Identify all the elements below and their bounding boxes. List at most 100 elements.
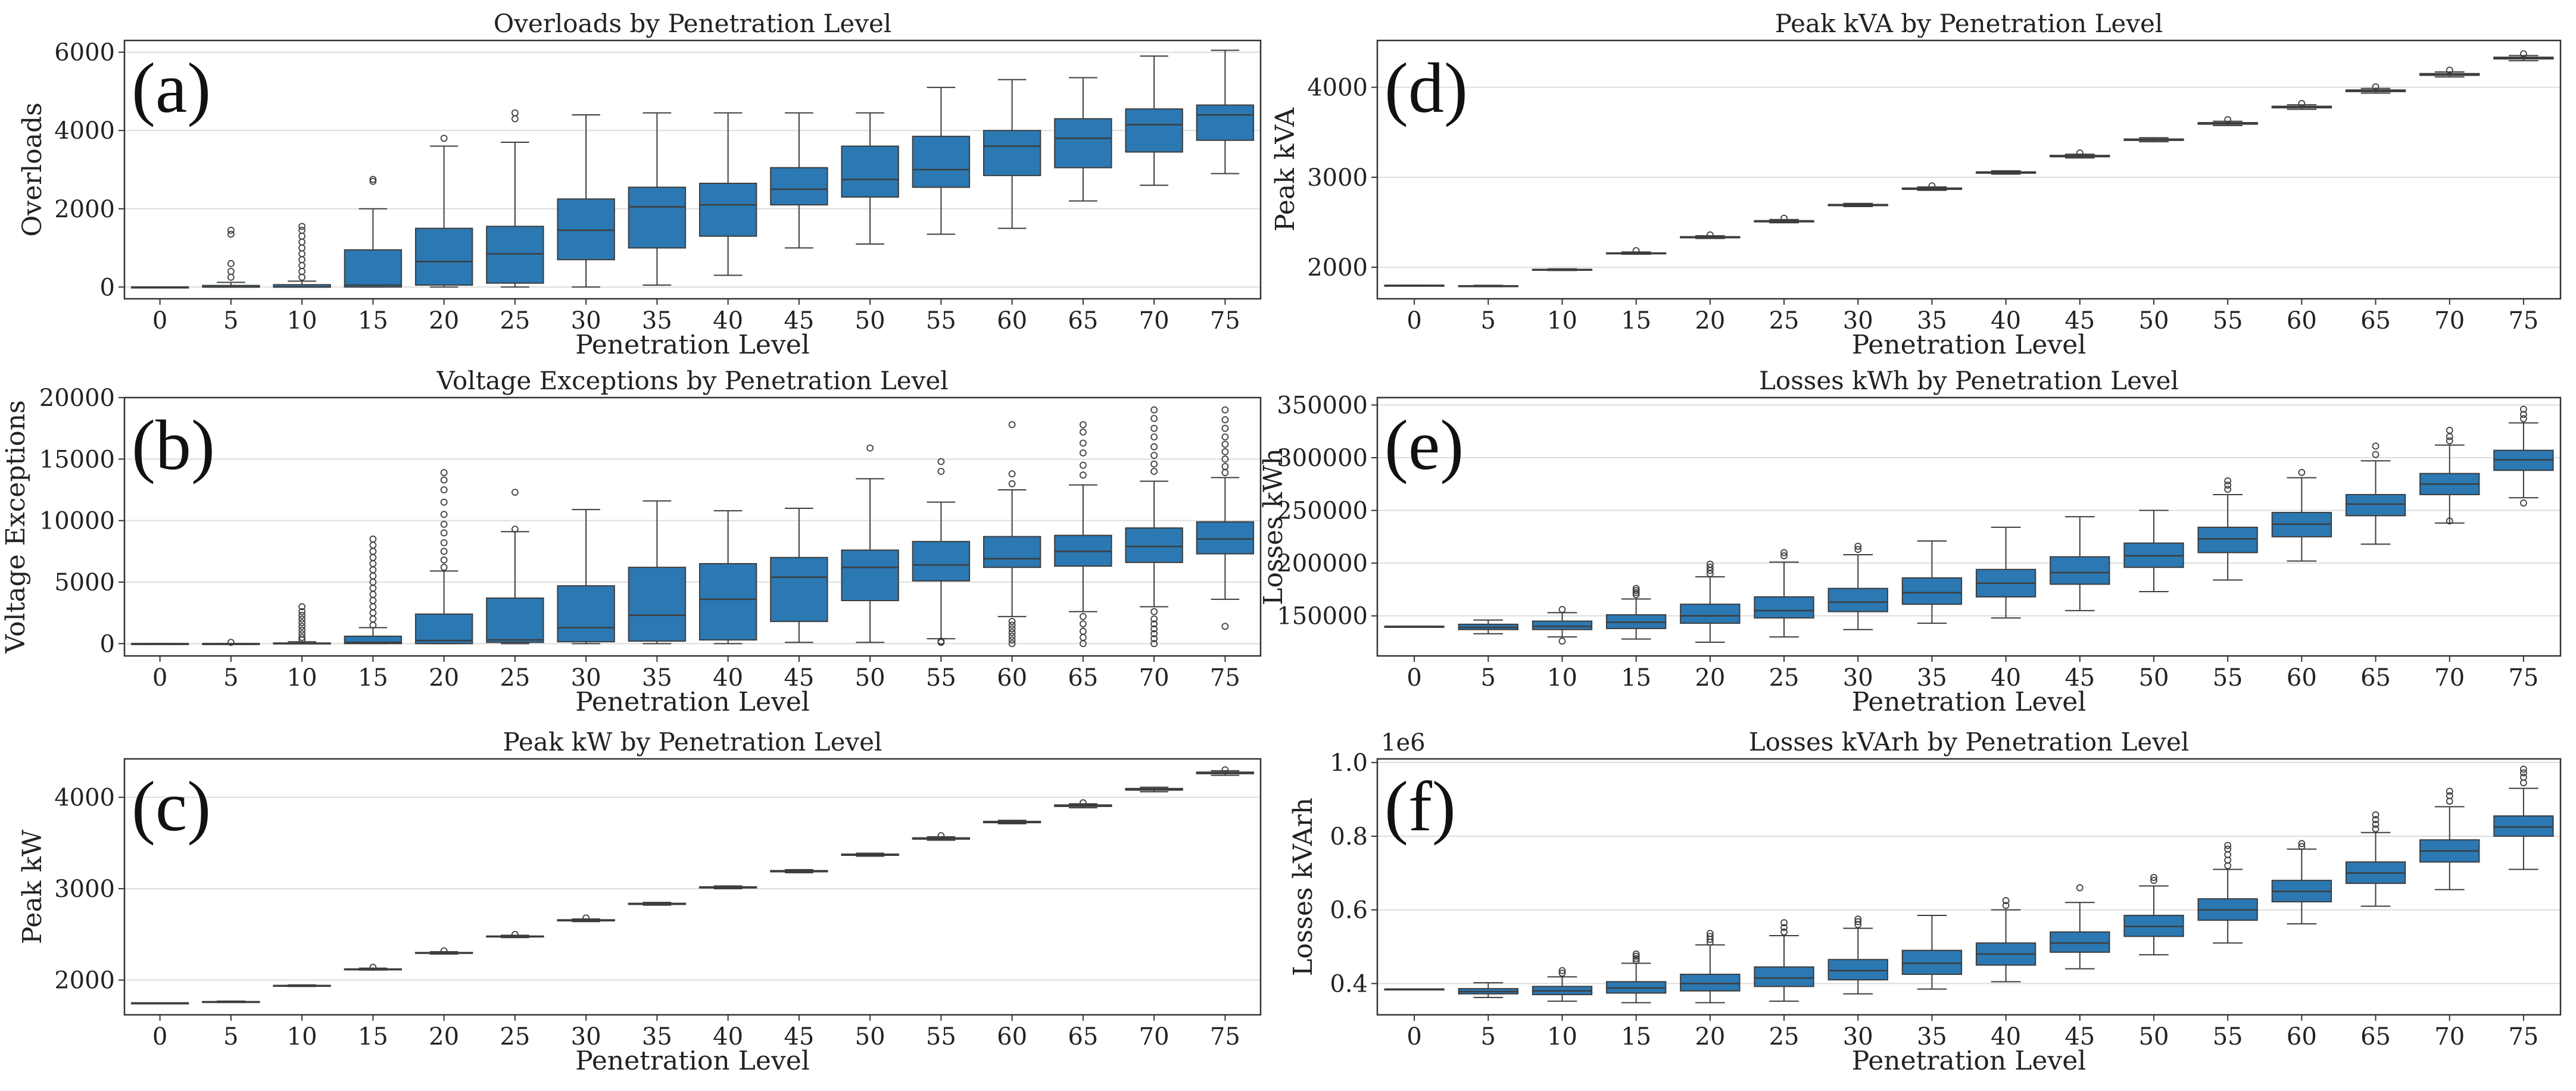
outlier-point <box>1079 612 1087 620</box>
outlier-point <box>1854 918 1862 926</box>
iqr-box <box>1196 521 1255 555</box>
box-55 <box>912 458 971 646</box>
outlier-point <box>1150 443 1158 451</box>
y-axis-label: Losses kVArh <box>1288 798 1318 976</box>
outlier-point <box>298 227 306 234</box>
outlier-point <box>1079 799 1087 806</box>
outlier-point <box>1632 957 1640 964</box>
outlier-point <box>2446 517 2453 525</box>
box-40 <box>698 885 757 890</box>
box-70 <box>1125 406 1183 648</box>
box-35 <box>1901 914 1963 990</box>
outlier-point <box>1008 621 1016 629</box>
outlier-point <box>227 639 235 646</box>
outlier-point <box>2076 149 2084 157</box>
x-tick-label: 35 <box>1917 1023 1947 1051</box>
x-tick-label: 0 <box>152 664 167 692</box>
outlier-point <box>1706 231 1714 239</box>
x-axis-label: Penetration Level <box>575 687 810 717</box>
outlier-point <box>2224 486 2232 493</box>
outlier-point <box>1221 623 1229 630</box>
x-tick-label: 5 <box>1481 307 1496 335</box>
y-tick-label: 3000 <box>1307 164 1368 192</box>
iqr-box <box>912 540 971 582</box>
box-50 <box>2123 509 2184 592</box>
outlier-point <box>1150 415 1158 423</box>
box-50 <box>841 852 899 857</box>
box-65 <box>1054 421 1112 648</box>
box-20 <box>414 947 473 955</box>
iqr-box <box>770 557 828 623</box>
box-45 <box>2050 884 2110 970</box>
box-40 <box>698 510 757 645</box>
x-tick-label: 25 <box>1769 307 1800 335</box>
outlier-point <box>937 458 945 465</box>
outlier-point <box>2224 116 2232 123</box>
outlier-point <box>440 564 448 571</box>
outlier-point <box>1150 424 1158 432</box>
iqr-box <box>628 186 687 249</box>
box-5 <box>1458 619 1518 634</box>
box-20 <box>414 469 473 645</box>
outlier-point <box>440 511 448 518</box>
x-tick-label: 15 <box>358 664 388 692</box>
outlier-point <box>1008 470 1016 478</box>
box-25 <box>486 109 544 288</box>
outlier-point <box>440 947 448 955</box>
iqr-box <box>628 567 687 642</box>
outlier-point <box>1150 625 1158 633</box>
iqr-box <box>698 563 757 641</box>
outlier-point <box>2372 821 2379 829</box>
y-tick-label: 0.6 <box>1330 897 1368 924</box>
outlier-point <box>227 227 235 234</box>
outlier-point <box>1150 433 1158 441</box>
iqr-box <box>1680 973 1741 992</box>
box-5 <box>202 639 260 646</box>
box-20 <box>1680 231 1741 239</box>
box-40 <box>698 112 757 276</box>
box-60 <box>2271 99 2332 110</box>
outlier-point <box>2446 437 2453 445</box>
x-tick-label: 40 <box>1991 307 2021 335</box>
outlier-point <box>298 608 306 615</box>
outlier-point <box>2520 405 2527 413</box>
x-tick-label: 10 <box>287 664 317 692</box>
box-10 <box>273 603 331 645</box>
outlier-point <box>1780 924 1788 931</box>
x-tick-label: 70 <box>1139 1023 1170 1051</box>
box-10 <box>1532 268 1593 271</box>
x-tick-label: 75 <box>2508 307 2538 335</box>
outlier-point <box>298 615 306 623</box>
outlier-point <box>2298 468 2306 476</box>
outlier-point <box>227 230 235 238</box>
y-axis-label: Overloads <box>17 102 48 237</box>
outlier-point <box>2520 411 2527 418</box>
iqr-box <box>2050 556 2110 585</box>
outlier-point <box>369 535 377 543</box>
x-tick-label: 65 <box>1068 307 1098 335</box>
outlier-point <box>298 611 306 619</box>
panel-label: (c) <box>132 767 211 846</box>
box-0 <box>130 643 189 645</box>
box-30 <box>557 509 615 645</box>
x-tick-label: 20 <box>429 664 459 692</box>
box-40 <box>1975 526 2037 619</box>
outlier-point <box>227 260 235 267</box>
iqr-box <box>983 130 1041 176</box>
x-tick-label: 50 <box>855 1023 885 1051</box>
x-tick-label: 50 <box>855 664 885 692</box>
panel-c: 2000 3000 4000 0 5 10 15 20 25 30 35 40 45 50 55 60 65 70… <box>17 727 1262 1076</box>
panel-label: (e) <box>1384 405 1464 484</box>
outlier-point <box>2520 765 2527 773</box>
iqr-box <box>1827 587 1888 612</box>
x-tick-label: 60 <box>997 307 1027 335</box>
box-5 <box>1458 285 1518 287</box>
box-75 <box>1196 49 1255 174</box>
y-tick-label: 250000 <box>1277 498 1368 525</box>
box-0 <box>1384 626 1445 628</box>
box-45 <box>2050 149 2110 159</box>
outlier-point <box>511 930 519 938</box>
panel-e: 150000 200000 250000 300000 350000 0 5 10 15 20 25… <box>1258 366 2562 717</box>
panel-label: (d) <box>1384 48 1468 127</box>
outlier-point <box>1008 618 1016 626</box>
